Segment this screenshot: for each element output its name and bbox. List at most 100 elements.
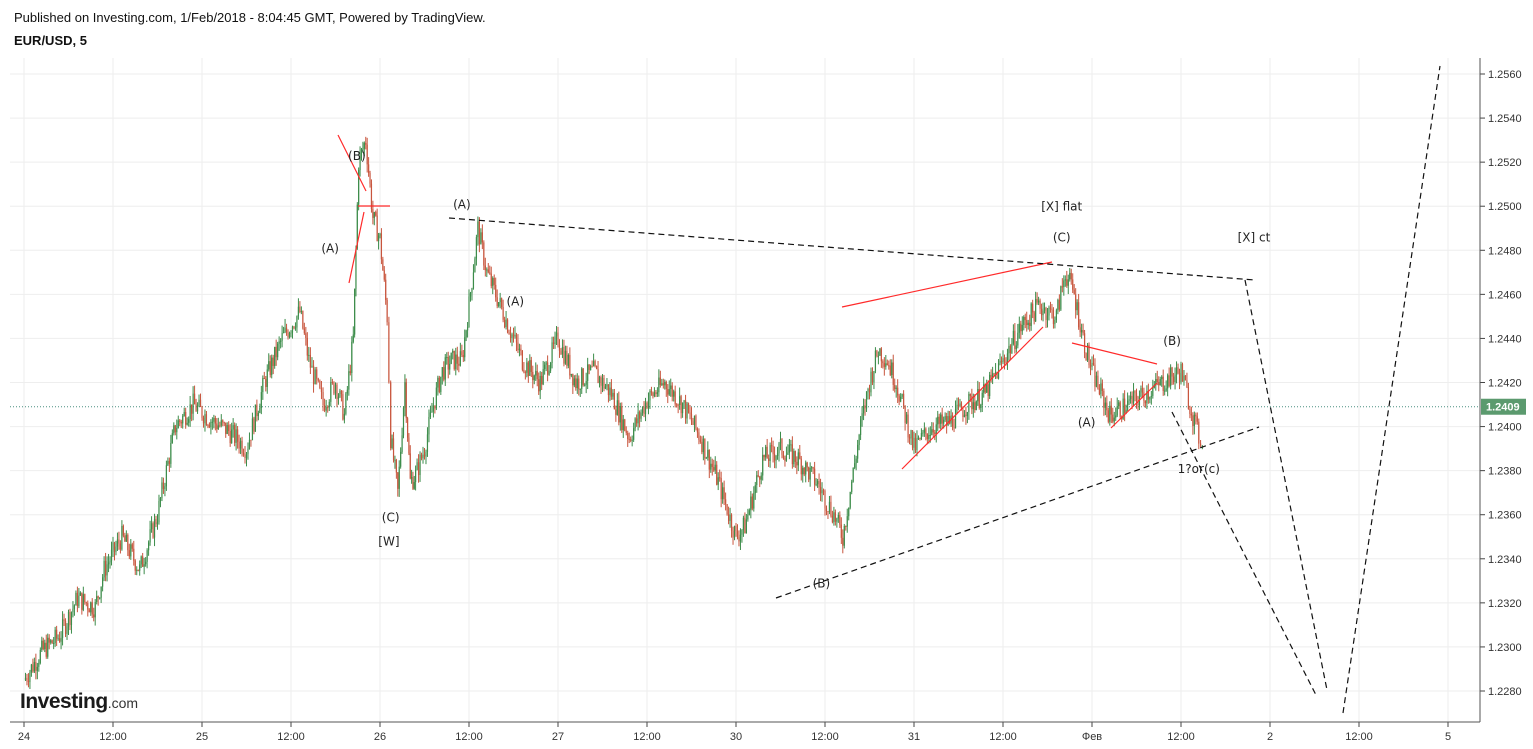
candle-body [328,401,330,408]
candle-body [1156,378,1158,383]
candle-body [434,405,436,409]
candle-body [883,363,885,367]
candle-body [369,173,371,184]
candle-body [1026,320,1028,326]
candle-body [772,445,774,455]
candle-body [591,366,593,368]
candle-body [862,405,865,414]
candle-body [161,482,163,499]
candle-body [199,399,202,407]
candle-body [1198,421,1200,444]
candle-body [133,548,135,561]
candle-body [693,415,696,425]
candle-body [744,517,746,534]
candle-body [30,664,33,673]
candle-body [727,514,730,521]
candle-body [1008,345,1010,354]
candle-body [910,430,912,439]
candle-body [670,385,672,390]
candle-body [248,439,251,449]
candle-body [82,594,84,610]
candle-body [168,460,170,464]
candle-body [690,414,693,422]
candle-body [293,326,295,328]
candle-body [420,454,423,459]
candle-body [1045,307,1047,320]
candle-body [1122,398,1124,419]
candle-body [759,476,761,480]
x-tick-label: 12:00 [1345,731,1373,743]
candle-body [628,438,630,440]
candle-body [39,649,41,663]
candle-body [281,332,283,341]
x-tick-label: 12:00 [1167,731,1195,743]
candle-body [186,422,188,425]
candle-body [214,418,216,424]
candle-body [1027,322,1029,326]
candle-body [969,393,971,397]
candle-body [124,535,126,542]
candle-body [659,377,661,385]
candle-body [819,487,822,494]
candle-body [968,393,970,413]
candle-body [1186,380,1188,388]
candle-body [682,402,684,414]
dashed-projection [1171,411,1318,698]
candle-body [174,425,176,433]
candle-body [447,356,449,370]
y-tick-label: 1.2280 [1488,686,1522,698]
candle-body [1137,401,1139,406]
candle-body [539,375,541,392]
candle-body [549,362,552,371]
candle-body [1101,383,1103,391]
candle-body [965,414,967,417]
candle-body [397,472,399,489]
candle-body [100,586,102,598]
candle-body [67,611,70,627]
candle-body [730,514,733,531]
candle-body [235,429,237,443]
candle-body [496,297,498,307]
candle-body [641,406,644,413]
candle-body [880,348,882,362]
candle-body [26,677,28,681]
candle-body [535,370,537,376]
candle-body [1033,312,1035,322]
dashed-trendline [775,426,1260,599]
candle-body [824,491,826,509]
candle-body [857,444,859,459]
candle-body [615,409,617,415]
x-tick-label: 5 [1445,731,1451,743]
candle-body [38,662,40,667]
candle-body [79,592,81,596]
candle-body [296,316,298,328]
candle-body [1088,345,1090,366]
candle-body [468,296,470,328]
candle-body [621,406,623,431]
candle-body [260,392,262,409]
candle-body [977,389,979,402]
candle-body [1190,413,1192,416]
candle-body [366,144,368,165]
candle-body [432,405,434,412]
candle-body [753,493,755,509]
candle-body [106,564,108,576]
candle-body [156,522,159,525]
candle-body [179,420,181,422]
candle-body [78,595,80,607]
candle-body [400,451,402,467]
candle-body [816,481,819,485]
candle-body [720,478,722,500]
candle-body [845,525,847,527]
candle-body [1020,323,1022,332]
candle-body [119,543,122,550]
candle-body [943,419,945,424]
candle-body [775,455,777,461]
candle-body [922,432,924,434]
candle-body [317,378,319,381]
candle-body [343,413,345,420]
candle-body [940,414,942,424]
candle-body [103,560,105,578]
candle-body [713,467,715,471]
